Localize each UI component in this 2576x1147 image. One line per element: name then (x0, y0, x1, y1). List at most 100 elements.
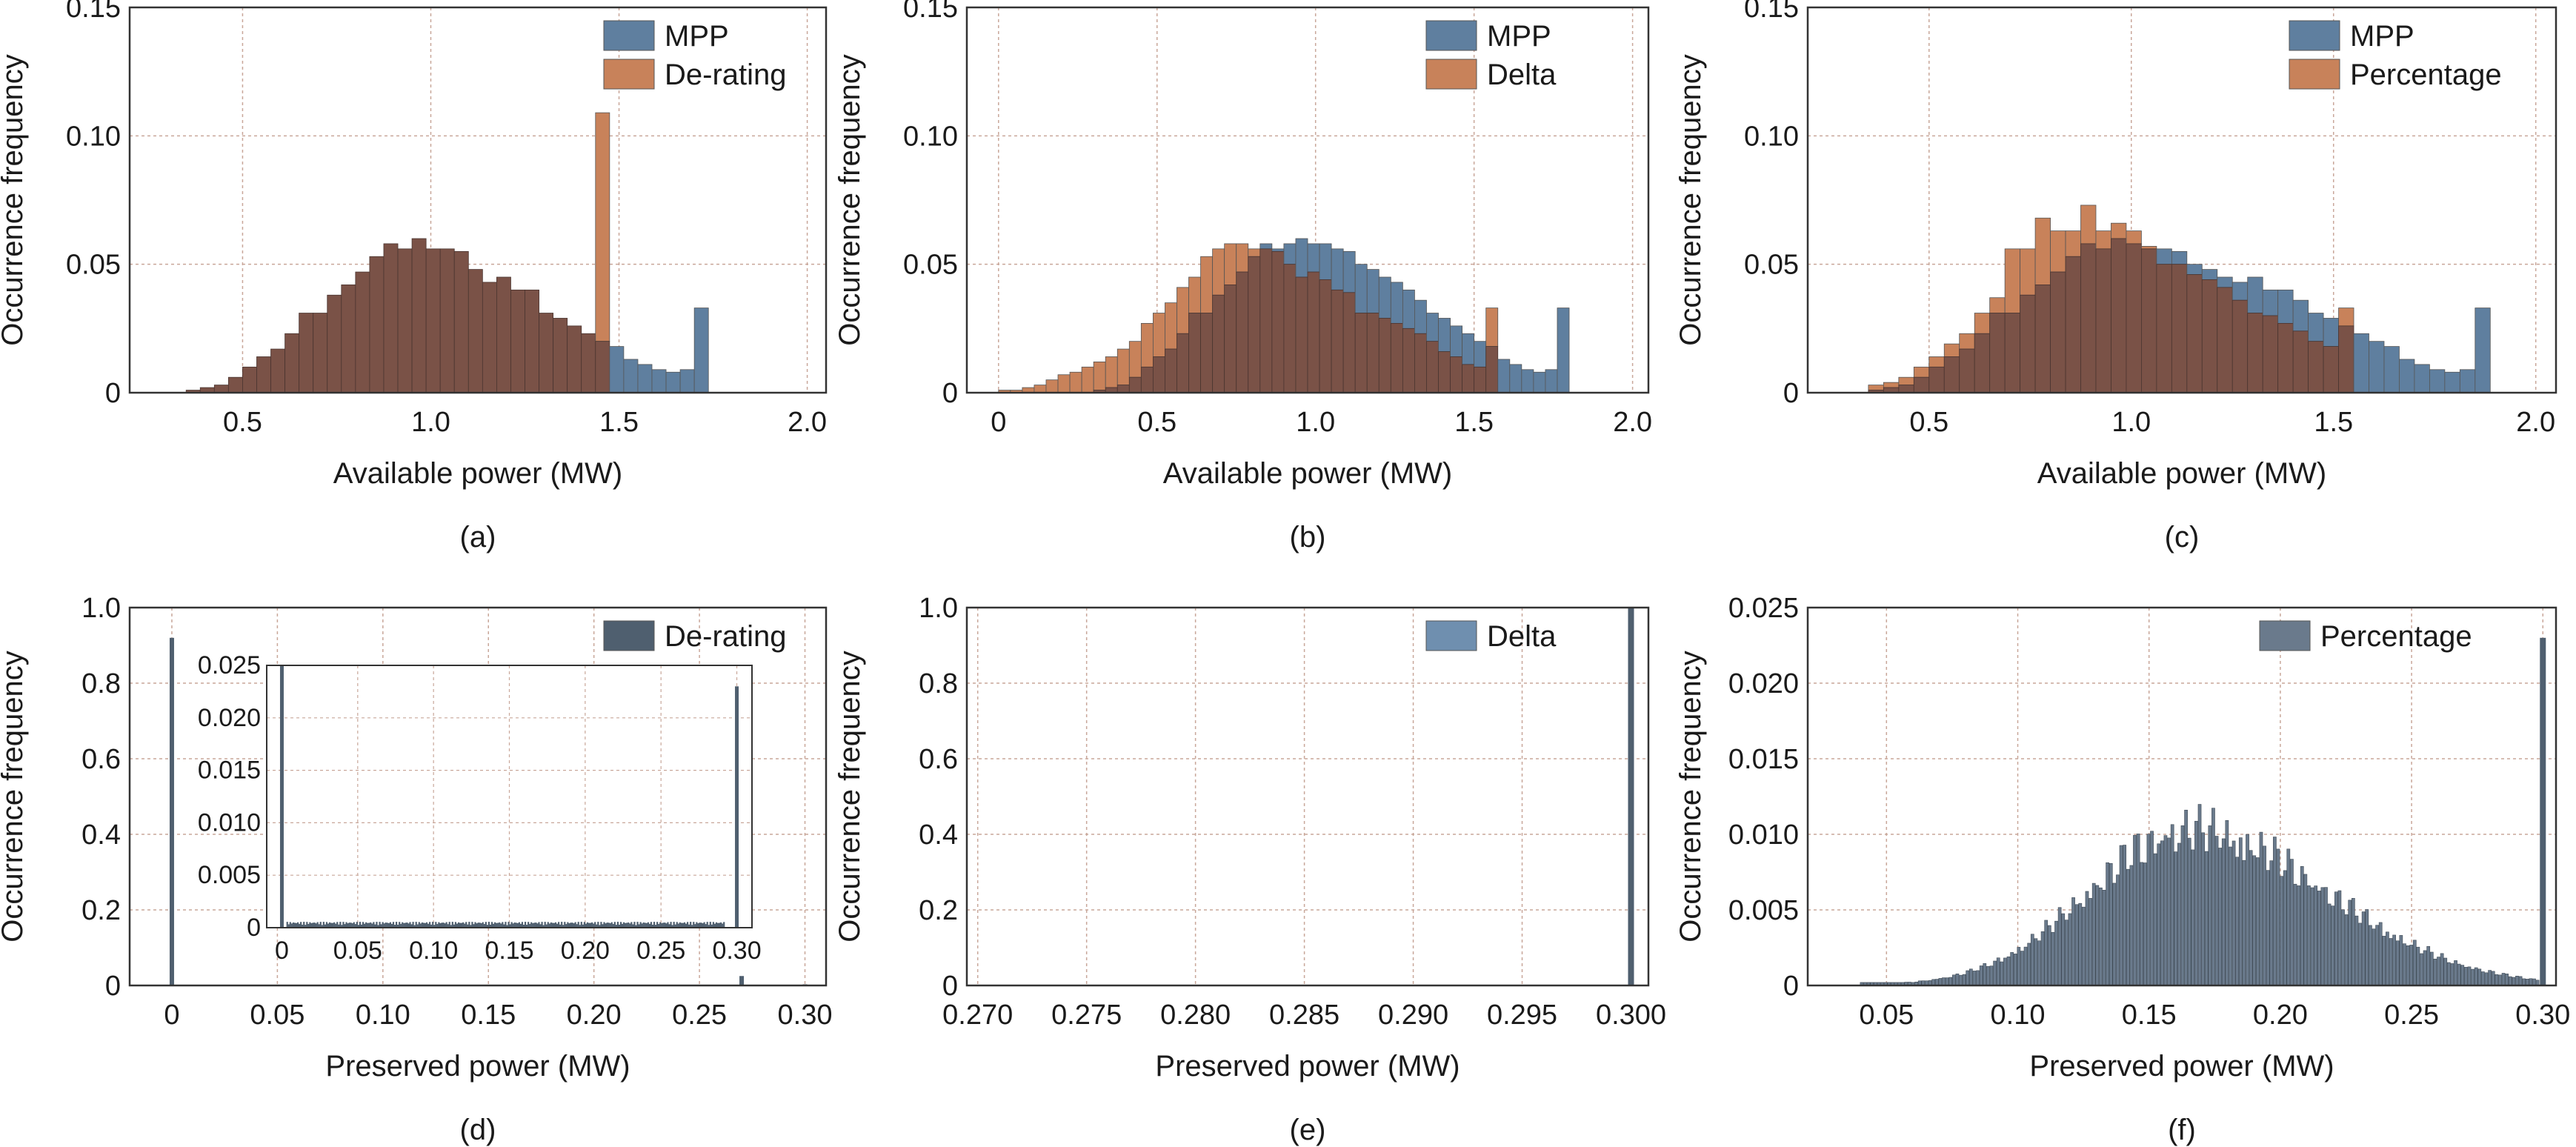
bar-delta (1485, 307, 1499, 348)
bar-mpp (2171, 250, 2188, 265)
bar-percentage (2433, 958, 2437, 986)
inset-bar (570, 922, 572, 928)
inset-bar (722, 923, 724, 928)
bar-percentage (2027, 942, 2031, 986)
bar-percentage (1979, 965, 1983, 986)
inset-bar (286, 922, 288, 928)
inset-bar (468, 922, 470, 928)
bar-overlap (2156, 264, 2172, 393)
bar-overlap (2292, 330, 2309, 393)
inset-bar (577, 922, 579, 928)
legend-swatch (2289, 59, 2340, 90)
legend-swatch (2259, 620, 2311, 651)
y-axis-title: Occurrence frequency (833, 54, 866, 346)
bar-percentage (2437, 957, 2440, 986)
bar-overlap (567, 325, 582, 393)
bar-percentage (2324, 887, 2328, 986)
bar-overlap (2065, 256, 2081, 393)
inset-bar (541, 922, 543, 928)
inset-bar (385, 922, 387, 928)
bar-percentage (2047, 925, 2051, 986)
bar-percentage (2297, 885, 2300, 986)
inset-bar (600, 922, 602, 928)
bar-overlap (453, 250, 469, 393)
bar-percentage (2457, 963, 2461, 986)
bar-percentage (2467, 966, 2472, 986)
bar-percentage (2508, 976, 2512, 986)
bar-overlap (1474, 366, 1487, 393)
bar-percentage (2020, 951, 2024, 986)
bar-percentage (2044, 920, 2049, 986)
bar-mpp (1342, 250, 1356, 293)
bar-mpp (1283, 243, 1297, 265)
bar-percentage (2314, 885, 2318, 986)
inset-bar (658, 923, 660, 928)
inset-bar (659, 922, 662, 928)
bar-delta (1212, 248, 1225, 296)
bar-mpp (2201, 269, 2218, 280)
inset-bar (502, 922, 504, 928)
bar-mpp (2156, 248, 2172, 265)
bar-percentage (2283, 870, 2287, 986)
inset-bar (518, 922, 520, 928)
bar-overlap (1450, 356, 1463, 393)
inset-y-tick-label: 0.025 (198, 651, 261, 679)
bar-mpp (1295, 238, 1308, 278)
inset-bar (500, 923, 502, 928)
inset-bar (661, 922, 663, 928)
bar-mpp (1390, 282, 1403, 324)
y-tick-label: 0.6 (919, 744, 958, 775)
bar-percentage (2512, 977, 2516, 986)
bar-delta (1628, 608, 1634, 985)
bar-overlap (1224, 284, 1237, 393)
bar-delta (1224, 243, 1237, 285)
bar-percentage (1868, 385, 1884, 390)
bar-percentage (2180, 825, 2185, 986)
bar-de-rating (739, 976, 745, 985)
inset-bar (413, 925, 416, 928)
bar-mpp (1557, 307, 1570, 393)
bar-overlap (482, 282, 497, 393)
inset-bar (442, 922, 445, 928)
bar-percentage (2399, 935, 2403, 986)
x-tick-label: 0.10 (1991, 1000, 2046, 1031)
inset-bar (609, 922, 611, 928)
inset-bar (683, 922, 686, 928)
bar-percentage (2443, 957, 2448, 986)
inset-bar (625, 922, 627, 928)
y-tick-label: 0 (942, 971, 958, 1002)
bar-delta (1045, 379, 1059, 393)
bar-percentage (2238, 837, 2243, 986)
inset-bar (357, 925, 360, 928)
bar-percentage (2231, 840, 2236, 986)
y-tick-label: 0.15 (1744, 0, 1799, 24)
bar-percentage (1976, 970, 1980, 986)
inset-bar (304, 925, 307, 928)
inset-bar (360, 924, 363, 928)
bar-delta (1188, 276, 1201, 313)
bar-delta (1034, 385, 1047, 393)
inset-bar (532, 922, 534, 928)
bar-percentage (2170, 824, 2174, 986)
bar-percentage (2080, 205, 2097, 245)
bar-percentage (2334, 891, 2338, 986)
bar-mpp (637, 364, 653, 393)
bar-percentage (1959, 974, 1963, 986)
bar-percentage (2123, 845, 2127, 986)
bar-percentage (1996, 957, 2000, 986)
bar-delta (1116, 348, 1130, 386)
bar-overlap (2171, 264, 2188, 393)
bar-overlap (1295, 276, 1308, 393)
bar-percentage (2034, 938, 2038, 986)
bar-percentage (2191, 849, 2195, 986)
inset-bar (700, 922, 702, 928)
bar-overlap (2080, 243, 2097, 393)
inset-bar (342, 922, 345, 928)
bar-mpp (1307, 243, 1320, 273)
bar-overlap (553, 318, 568, 393)
bar-percentage (2068, 913, 2072, 986)
inset-bar (591, 922, 593, 928)
inset-bar (564, 922, 566, 928)
bar-overlap (2262, 315, 2279, 393)
plot-frame (128, 606, 828, 987)
